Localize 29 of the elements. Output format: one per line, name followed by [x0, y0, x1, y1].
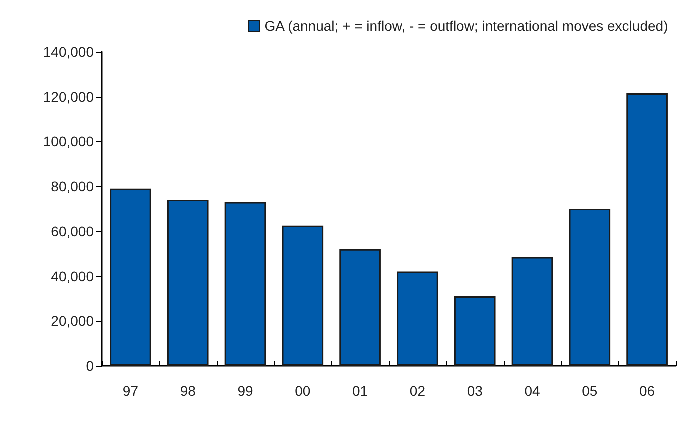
x-tick-label: 06 — [640, 383, 656, 399]
x-tick-label: 04 — [524, 383, 540, 399]
bar — [224, 202, 266, 366]
y-tick-label: 100,000 — [43, 134, 94, 150]
bar — [340, 249, 381, 366]
bar — [282, 226, 324, 366]
bar — [454, 296, 496, 366]
x-tick-label: 01 — [352, 383, 368, 399]
x-tick-label: 97 — [122, 383, 139, 399]
bar — [167, 200, 209, 366]
x-tick-label: 98 — [180, 383, 196, 399]
y-tick-label: 80,000 — [51, 178, 94, 195]
legend-label: GA (annual; + = inflow, - = outflow; international moves excluded) — [264, 18, 668, 34]
bar — [626, 93, 668, 366]
y-tick-label: 60,000 — [51, 223, 94, 240]
bar — [512, 257, 554, 366]
x-tick-label: 99 — [238, 383, 254, 399]
x-tick-label: 05 — [582, 383, 598, 399]
x-tick-label: 02 — [410, 383, 426, 399]
bar — [569, 209, 611, 366]
x-tick-label: 03 — [467, 383, 484, 399]
y-tick-label: 140,000 — [43, 44, 94, 60]
bar — [110, 188, 152, 366]
y-tick-label: 40,000 — [51, 268, 94, 284]
bar — [397, 272, 438, 366]
y-tick-label: 120,000 — [43, 88, 94, 105]
y-tick-label: 0 — [86, 358, 94, 374]
y-tick-label: 20,000 — [51, 313, 94, 330]
x-tick-label: 00 — [295, 383, 311, 399]
